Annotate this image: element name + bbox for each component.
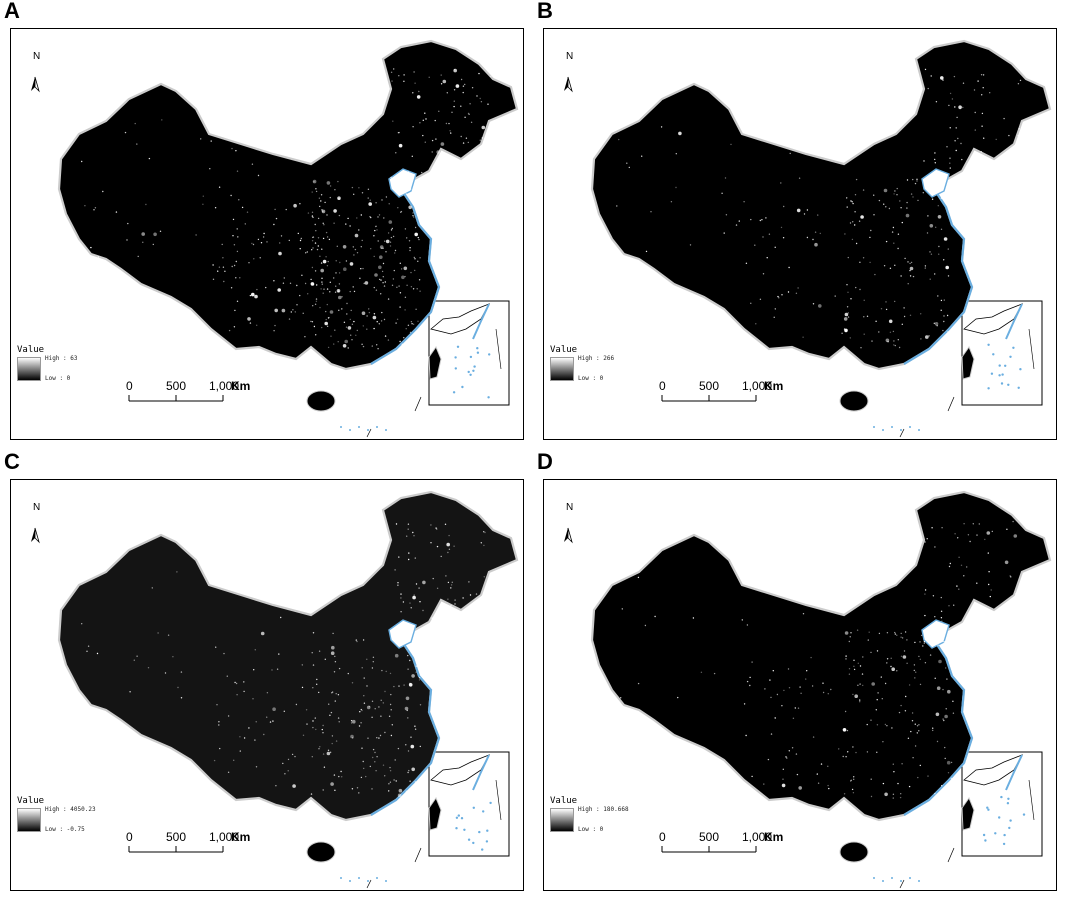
north-arrow-label: N [566,502,574,513]
south-china-sea-inset [961,300,1043,406]
islands [306,345,442,438]
legend-color-ramp [17,808,41,832]
north-arrow-label: N [33,502,41,513]
china-mainland [57,39,519,371]
map-canvas [564,39,1052,438]
islands [839,796,975,889]
map-canvas [564,490,1052,889]
scale-unit-label: Km [231,379,251,393]
legend-title: Value [17,796,45,806]
map-frame: N Value High : 180.668 Low : 0 0 500 1,000… [543,479,1057,891]
legend-color-ramp [550,357,574,381]
map-panel-d: D N Value High : 180.668 Low : 0 0 500 1,0… [533,449,1065,901]
scale-tick-label: 1,000 [742,379,773,393]
scale-tick-label: 500 [166,379,187,393]
legend-title: Value [550,345,578,355]
legend-high-label: High : 4050.23 [45,806,96,813]
islands [839,345,975,438]
scale-tick-label: 0 [126,830,133,844]
scale-tick-label: 500 [699,830,720,844]
night-lights [616,68,1022,349]
north-arrow-icon [31,76,40,93]
scale-tick-label: 0 [659,830,666,844]
panel-letter: A [4,0,20,23]
south-china-sea-inset [428,751,510,857]
legend-low-label: Low : -0.75 [45,826,85,833]
legend-high-label: High : 266 [578,355,615,362]
scale-bar [128,846,224,853]
legend-low-label: Low : 0 [578,826,604,833]
south-china-sea-inset [961,751,1043,857]
legend-low-label: Low : 0 [578,375,604,382]
night-lights [620,520,1023,799]
scale-bar [661,395,757,402]
map-panel-a: A N Value High : 63 Low : 0 0 500 1,000 Km [0,0,532,450]
map-frame: N Value High : 266 Low : 0 0 500 1,000 Km [543,28,1057,440]
map-canvas [31,39,519,438]
scale-unit-label: Km [764,830,784,844]
map-panel-c: C N Value High : 4050.23 Low : -0.75 0 50… [0,449,532,901]
south-china-sea-inset [428,300,510,406]
scale-tick-label: 500 [166,830,187,844]
scale-bar [661,846,757,853]
scale-tick-label: 500 [699,379,720,393]
china-mainland [590,39,1052,371]
china-mainland [57,490,519,822]
panel-letter: B [537,0,553,23]
islands [306,796,442,889]
legend-high-label: High : 63 [45,355,78,362]
legend-high-label: High : 180.668 [578,806,629,813]
panel-letter: D [537,449,553,474]
map-frame: N Value High : 4050.23 Low : -0.75 0 500 1… [10,479,524,891]
north-arrow-label: N [33,51,41,62]
panel-letter: C [4,449,20,474]
night-lights [81,523,492,798]
north-arrow-icon [31,527,40,544]
scale-bar [128,395,224,402]
scale-tick-label: 1,000 [209,830,240,844]
scale-unit-label: Km [764,379,784,393]
map-frame: N Value High : 63 Low : 0 0 500 1,000 Km [10,28,524,440]
legend-title: Value [17,345,45,355]
legend-color-ramp [17,357,41,381]
scale-tick-label: 0 [126,379,133,393]
scale-unit-label: Km [231,830,251,844]
legend-title: Value [550,796,578,806]
north-arrow-icon [564,76,573,93]
legend-low-label: Low : 0 [45,375,71,382]
scale-tick-label: 1,000 [742,830,773,844]
legend-color-ramp [550,808,574,832]
china-mainland [590,490,1052,822]
map-canvas [31,490,519,889]
night-lights [81,68,492,350]
map-panel-b: B N Value High : 266 Low : 0 0 500 1,000 Km [533,0,1065,450]
north-arrow-icon [564,527,573,544]
scale-tick-label: 0 [659,379,666,393]
scale-tick-label: 1,000 [209,379,240,393]
north-arrow-label: N [566,51,574,62]
